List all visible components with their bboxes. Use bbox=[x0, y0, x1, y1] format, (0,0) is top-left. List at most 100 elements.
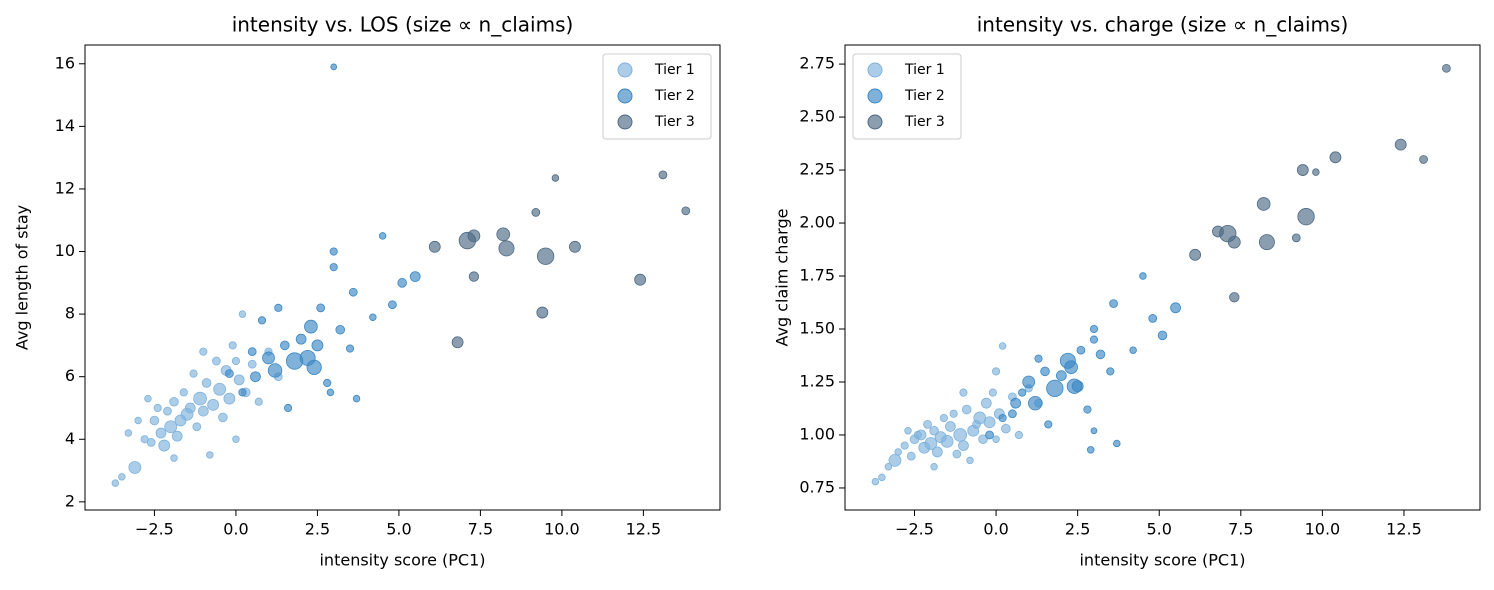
scatter-point bbox=[247, 359, 257, 369]
scatter-point bbox=[197, 405, 209, 417]
y-tick-label: 2.75 bbox=[799, 54, 835, 73]
scatter-point bbox=[267, 363, 283, 378]
scatter-point bbox=[998, 413, 1007, 423]
scatter-point bbox=[1394, 138, 1407, 151]
scatter-point bbox=[428, 240, 441, 253]
scatter-point bbox=[929, 425, 939, 436]
scatter-point bbox=[569, 240, 581, 253]
axes-frame bbox=[84, 44, 721, 511]
scatter-point bbox=[1090, 427, 1098, 435]
scatter-point bbox=[335, 324, 346, 335]
scatter-point bbox=[250, 371, 261, 383]
scatter-point bbox=[958, 440, 969, 451]
y-axis-label: Avg length of stay bbox=[13, 205, 32, 350]
scatter-point bbox=[985, 430, 994, 440]
scatter-point bbox=[878, 473, 886, 482]
scatter-point bbox=[189, 369, 198, 378]
scatter-point bbox=[1170, 302, 1181, 314]
scatter-point bbox=[329, 263, 338, 272]
legend-marker bbox=[867, 62, 883, 78]
scatter-point bbox=[894, 448, 902, 456]
x-tick-label: 12.5 bbox=[1386, 520, 1422, 539]
scatter-point bbox=[1157, 330, 1168, 341]
y-tick-label: 1.00 bbox=[799, 424, 835, 443]
scatter-point bbox=[1064, 360, 1078, 374]
scatter-point bbox=[311, 339, 324, 352]
scatter-point bbox=[409, 271, 421, 282]
scatter-point bbox=[146, 438, 156, 447]
y-tick-label: 2 bbox=[65, 491, 75, 510]
scatter-point bbox=[1291, 233, 1301, 243]
scatter-point bbox=[329, 247, 338, 256]
scatter-point bbox=[1106, 367, 1115, 376]
scatter-point bbox=[1212, 225, 1224, 238]
scatter-point bbox=[1022, 375, 1036, 389]
scatter-point bbox=[316, 303, 326, 313]
x-axis-label: intensity score (PC1) bbox=[1079, 551, 1245, 570]
y-tick-label: 0.75 bbox=[799, 477, 835, 496]
scatter-point bbox=[930, 463, 938, 471]
scatter-point bbox=[531, 208, 541, 217]
scatter-point bbox=[1139, 272, 1147, 280]
scatter-point bbox=[536, 306, 549, 319]
scatter-point bbox=[906, 451, 916, 461]
legend-marker bbox=[617, 114, 633, 130]
scatter-point bbox=[232, 435, 240, 444]
scatter-point bbox=[1312, 168, 1320, 176]
y-tick-label: 10 bbox=[55, 241, 75, 260]
scatter-point bbox=[952, 449, 962, 459]
scatter-point bbox=[953, 428, 968, 442]
scatter-point bbox=[218, 412, 228, 423]
scatter-point bbox=[388, 300, 397, 310]
scatter-point bbox=[888, 454, 902, 467]
x-tick-label: 0.0 bbox=[223, 520, 248, 539]
y-axis-label: Avg claim charge bbox=[773, 209, 792, 347]
scatter-point bbox=[1044, 420, 1053, 429]
scatter-point bbox=[1129, 346, 1137, 354]
scatter-point bbox=[900, 441, 909, 450]
scatter-point bbox=[1095, 349, 1106, 360]
scatter-point bbox=[1001, 423, 1011, 434]
scatter-point bbox=[1086, 446, 1095, 454]
scatter-point bbox=[1008, 409, 1017, 419]
scatter-point bbox=[170, 454, 178, 462]
scatter-point bbox=[913, 430, 922, 440]
scatter-point bbox=[1076, 345, 1086, 355]
scatter-point bbox=[1148, 314, 1158, 323]
scatter-point bbox=[369, 313, 377, 321]
scatter-point bbox=[171, 430, 183, 442]
scatter-point bbox=[262, 351, 275, 365]
scatter-point bbox=[992, 435, 1000, 443]
y-tick-label: 16 bbox=[55, 53, 75, 72]
scatter-point bbox=[1040, 366, 1050, 377]
scatter-point bbox=[280, 340, 290, 351]
scatter-point bbox=[201, 378, 212, 388]
scatter-point bbox=[1089, 324, 1099, 334]
scatter-point bbox=[184, 402, 196, 414]
scatter-point bbox=[1018, 388, 1027, 397]
legend-label: Tier 3 bbox=[904, 114, 945, 130]
x-tick-label: 2.5 bbox=[1065, 520, 1090, 539]
scatter-point bbox=[1055, 370, 1067, 382]
scatter-point bbox=[551, 174, 560, 182]
scatter-point bbox=[1083, 405, 1092, 414]
scatter-point bbox=[458, 231, 477, 250]
scatter-point bbox=[397, 278, 407, 288]
scatter-point bbox=[939, 413, 948, 423]
scatter-point bbox=[536, 247, 555, 265]
scatter-point bbox=[304, 319, 318, 334]
scatter-point bbox=[111, 479, 120, 487]
scatter-point bbox=[274, 303, 283, 312]
scatter-point bbox=[658, 170, 668, 180]
y-tick-label: 1.75 bbox=[799, 266, 835, 285]
scatter-point bbox=[983, 416, 996, 429]
x-tick-label: 10.0 bbox=[1305, 520, 1341, 539]
scatter-point bbox=[326, 388, 335, 397]
scatter-point bbox=[1109, 299, 1118, 308]
x-tick-label: 5.0 bbox=[1147, 520, 1172, 539]
scatter-point bbox=[1419, 155, 1428, 164]
scatter-point bbox=[966, 456, 974, 465]
axes-frame bbox=[844, 44, 1481, 511]
scatter-point bbox=[980, 397, 992, 409]
